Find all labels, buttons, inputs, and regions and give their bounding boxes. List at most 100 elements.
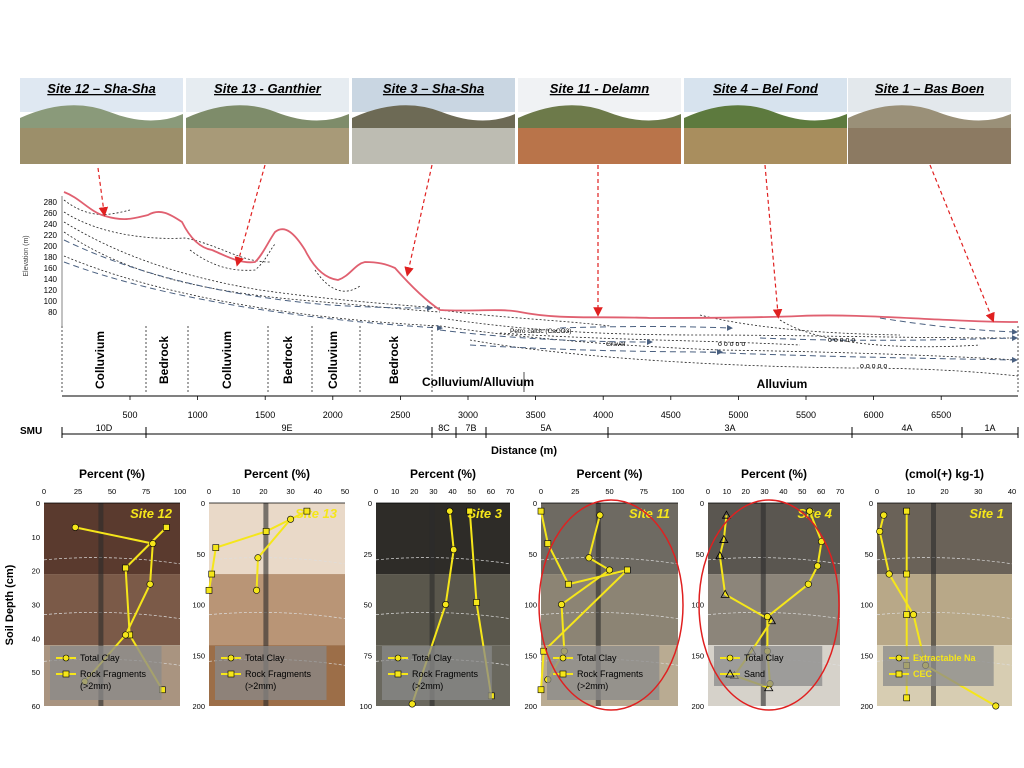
legend-label: Rock Fragments (577, 669, 644, 679)
soil-photo-band (877, 574, 1012, 646)
data-marker-circle (287, 515, 295, 523)
site-location-arrow (97, 167, 109, 217)
panel-x-tick: 10 (232, 487, 240, 496)
data-marker-circle (814, 562, 822, 570)
water-flow-arrow (759, 335, 1018, 342)
distance-tick: 6000 (864, 410, 884, 420)
soil-photo-band (541, 503, 678, 575)
panel-x-tick: 25 (571, 487, 579, 496)
panel-y-tick: 60 (32, 702, 40, 711)
data-marker-square (212, 544, 220, 551)
photo-hills (352, 105, 515, 130)
distance-tick: 4500 (661, 410, 681, 420)
horizon-boundary (43, 612, 181, 619)
photo-hills (518, 105, 681, 130)
site-label: Site 1 – Bas Boen (875, 81, 984, 96)
legend-label: (>2mm) (245, 681, 276, 691)
horizon-boundary (707, 557, 841, 565)
panel-y-tick: 200 (524, 702, 537, 711)
smu-unit: 8C (438, 423, 450, 433)
panel-x-tick: 60 (817, 487, 825, 496)
panel-x-tick: 50 (341, 487, 349, 496)
panel-x-tick: 10 (907, 487, 915, 496)
data-marker-circle (442, 600, 450, 608)
panel-x-tick: 50 (108, 487, 116, 496)
photo-ground (684, 128, 847, 164)
legend-square-marker (895, 670, 903, 678)
panel-x-tick: 30 (760, 487, 768, 496)
site-photo: Site 4 – Bel Fond (684, 78, 847, 164)
legend-box (883, 646, 994, 686)
site-photo: Site 12 – Sha-Sha (20, 78, 183, 164)
legend-label: Total Clay (80, 653, 120, 663)
geomorphic-unit-label: Colluvium (326, 331, 340, 389)
data-marker-circle (253, 586, 261, 594)
distance-tick: 500 (122, 410, 137, 420)
legend-label: Sand (744, 669, 765, 679)
data-marker-circle (804, 580, 812, 588)
panel-x-tick: 0 (875, 487, 879, 496)
panel-site-label: Site 12 (130, 506, 173, 521)
measuring-tape (98, 503, 104, 706)
site-location-arrow (929, 164, 995, 323)
data-marker-triangle (719, 534, 729, 543)
panel-x-tick: 100 (672, 487, 685, 496)
legend-square-marker (62, 670, 70, 678)
legend-label: (>2mm) (412, 681, 443, 691)
panel-x-tick: 20 (940, 487, 948, 496)
data-marker-square (903, 570, 911, 578)
elevation-tick: 220 (44, 231, 58, 240)
horizon-boundary (208, 557, 346, 565)
legend-circle-marker (726, 654, 734, 662)
subsurface-line (779, 319, 981, 348)
subsurface-line (499, 332, 801, 346)
data-marker-circle (605, 566, 613, 574)
panel-axis-title: (cmol(+) kg-1) (905, 467, 984, 481)
legend-label: Total Clay (245, 653, 285, 663)
soil-photo-band (376, 503, 510, 575)
panel-x-tick: 0 (706, 487, 710, 496)
panel-y-tick: 200 (691, 702, 704, 711)
panel-x-tick: 75 (142, 487, 150, 496)
panel-y-tick: 50 (197, 550, 205, 559)
geomorphic-unit-label: Alluvium (757, 377, 808, 391)
geomorphic-unit-label: Colluvium (93, 331, 107, 389)
distance-tick: 2000 (323, 410, 343, 420)
photo-hills (20, 105, 183, 130)
photo-ground (186, 128, 349, 164)
elevation-axis-label: Elevation (m) (23, 235, 30, 276)
data-marker-circle (876, 527, 884, 535)
data-marker-square (624, 566, 631, 574)
panel-y-tick: 50 (32, 668, 40, 677)
terrain-surface (63, 191, 1019, 323)
panel-x-tick: 60 (487, 487, 495, 496)
soil-photo-band (708, 574, 840, 646)
panel-x-tick: 70 (506, 487, 514, 496)
geomorphic-unit-label: Colluvium (220, 331, 234, 389)
data-marker-circle (763, 613, 771, 621)
distance-tick: 5000 (728, 410, 748, 420)
soil-photo-band (209, 574, 345, 646)
data-marker-circle (149, 540, 157, 548)
elevation-tick: 80 (48, 308, 57, 317)
legend-label: Rock Fragments (412, 669, 479, 679)
data-marker-circle (446, 507, 454, 515)
highlight-ellipse (538, 499, 684, 711)
measuring-tape (263, 503, 269, 706)
distance-axis-label: Distance (m) (491, 445, 557, 457)
panel-y-tick: 25 (364, 550, 372, 559)
data-marker-circle (558, 600, 566, 608)
legend-square-marker (394, 670, 402, 678)
panel-y-tick: 0 (533, 499, 537, 508)
legend-square-marker (559, 670, 567, 678)
site-photo: Site 11 - Delamn (518, 78, 681, 164)
data-marker-circle (146, 580, 154, 588)
photo-sky (518, 78, 681, 112)
panel-y-tick: 0 (869, 499, 873, 508)
panel-site-label: Site 1 (969, 506, 1004, 521)
elevation-tick: 100 (44, 297, 58, 306)
data-marker-square (303, 507, 311, 515)
petrocalcic-label: Petro calcic (CaCO3) (510, 328, 571, 335)
site-photo: Site 13 - Ganthier (186, 78, 349, 164)
data-marker-circle (71, 523, 79, 531)
